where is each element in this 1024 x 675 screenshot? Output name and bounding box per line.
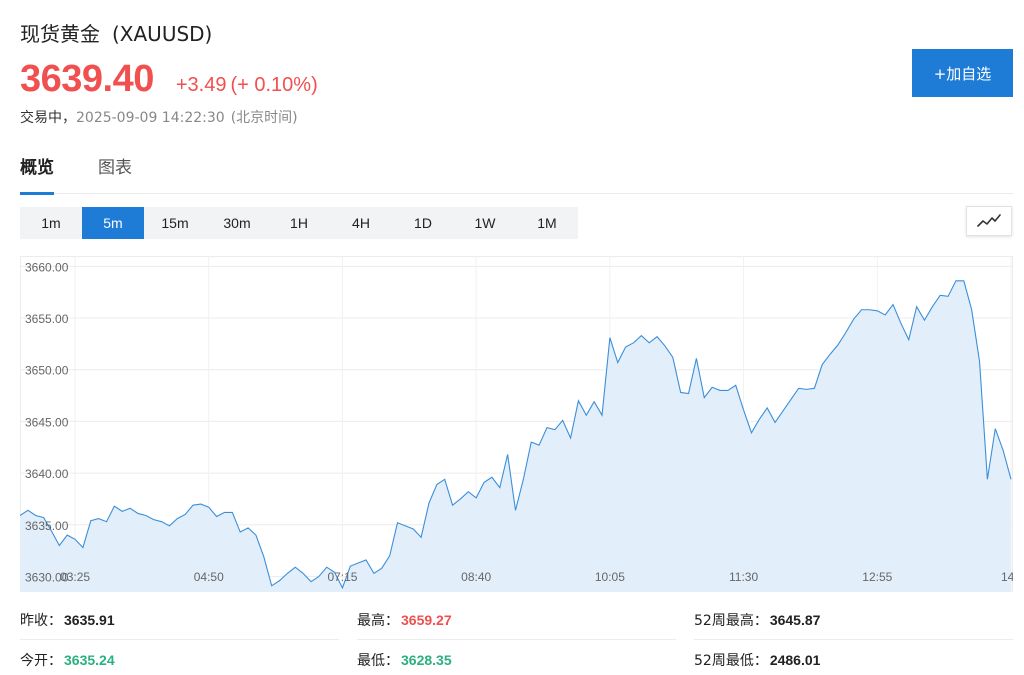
change-percent: (+ 0.10%) [230,74,318,96]
timezone-label: (北京时间) [230,110,298,126]
stat-value: 2486.01 [769,652,821,668]
chart-type-toggle[interactable] [966,206,1012,236]
current-price: 3639.40 [20,58,154,100]
x-tick-label: 04:50 [194,570,224,584]
period-1m[interactable]: 1m [41,215,61,231]
stat-52w-high: 52周最高： 3645.87 [694,600,1013,640]
period-1month[interactable]: 1M [537,215,557,231]
x-tick-label: 07:15 [327,570,357,584]
tab-overview[interactable]: 概览 [20,156,54,195]
stat-prev-close: 昨收： 3635.91 [20,600,357,640]
price-row: 3639.40 +3.49 (+ 0.10%) [20,58,318,101]
status-label: 交易中， [20,110,76,126]
y-tick-label: 3660.00 [25,260,69,274]
y-tick-label: 3640.00 [25,467,69,481]
stat-label: 今开： [20,653,62,669]
stat-value: 3659.27 [401,612,452,628]
tab-chart[interactable]: 图表 [98,158,132,178]
quote-timestamp: 2025-09-09 14:22:30 [76,110,225,126]
stat-label: 52周最低： [694,653,768,669]
price-area-fill [20,280,1011,592]
stat-label: 52周最高： [694,613,768,629]
change-value: +3.49 [175,74,227,96]
quote-stats: 昨收： 3635.91 最高： 3659.27 52周最高： 3645.87 今开： 3… [20,600,1013,675]
main-tabs: 概览 图表 [20,156,1013,195]
stats-row: 今开： 3635.24 最低： 3628.35 52周最低： 2486.01 [20,640,1013,675]
x-tick-label: 11:30 [729,570,758,584]
stat-value: 3635.24 [64,652,115,668]
stat-52w-low: 52周最低： 2486.01 [694,640,1013,675]
stat-open: 今开： 3635.24 [20,640,357,675]
period-4h[interactable]: 4H [352,215,370,231]
period-15m[interactable]: 15m [161,215,189,231]
period-30m[interactable]: 30m [223,215,251,231]
price-change: +3.49 (+ 0.10%) [176,74,318,97]
price-chart: 3660.00 3655.00 3650.00 3645.00 3640.00 3635.… [20,256,1013,592]
period-5m[interactable]: 5m [82,207,144,239]
stat-value: 3635.91 [64,612,115,628]
x-tick-label: 08:40 [461,570,491,584]
instrument-code: (XAUUSD) [112,22,213,46]
stat-low: 最低： 3628.35 [357,640,694,675]
period-selector: 1m 5m 15m 30m 1H 4H 1D 1W 1M [20,207,578,239]
stats-row: 昨收： 3635.91 最高： 3659.27 52周最高： 3645.87 [20,600,1013,640]
instrument-name: 现货黄金 [20,22,100,46]
period-1d[interactable]: 1D [414,215,432,231]
y-tick-label: 3635.00 [25,519,69,533]
y-tick-label: 3645.00 [25,415,69,429]
period-1w[interactable]: 1W [474,215,496,231]
x-tick-label: 03:25 [60,570,90,584]
trading-status: 交易中，2025-09-09 14:22:30 (北京时间) [20,107,298,127]
y-tick-label: 3650.00 [25,364,69,378]
stat-label: 最高： [357,613,399,629]
line-chart-icon [977,214,1001,227]
stat-label: 昨收： [20,613,62,629]
stat-high: 最高： 3659.27 [357,600,694,640]
period-1h[interactable]: 1H [290,215,308,231]
add-to-watchlist-button[interactable]: +加自选 [912,49,1013,97]
y-tick-label: 3655.00 [25,312,69,326]
x-tick-label: 12:55 [862,570,892,584]
y-tick-label: 3630.00 [25,570,69,584]
x-tick-label: 10:05 [595,570,625,584]
price-line [20,280,1012,590]
instrument-title: 现货黄金 (XAUUSD) [20,18,212,47]
x-tick-label: 14:2 [1001,570,1013,584]
stat-value: 3645.87 [769,612,821,628]
stat-label: 最低： [357,653,399,669]
stat-value: 3628.35 [401,652,452,668]
